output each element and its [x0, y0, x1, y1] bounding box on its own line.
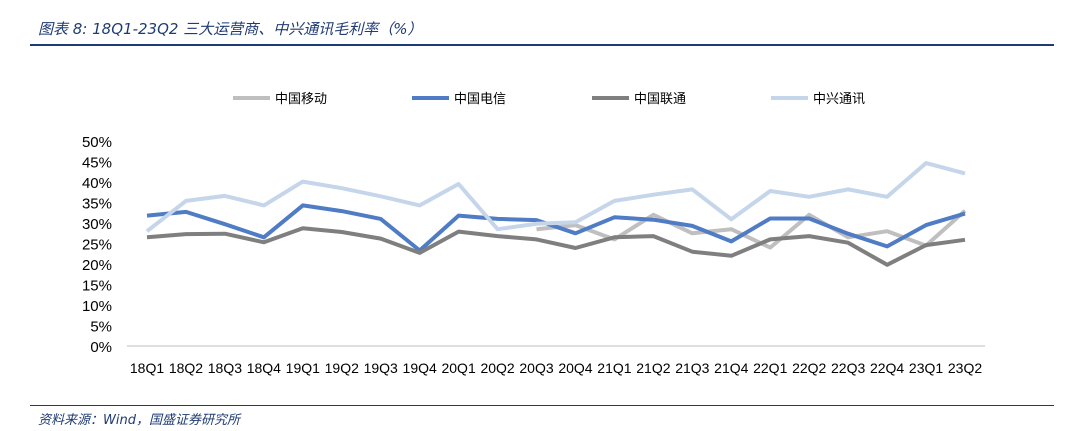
x-tick-label: 20Q1 — [441, 360, 475, 376]
x-tick-label: 21Q3 — [675, 360, 709, 376]
x-tick-label: 22Q1 — [753, 360, 787, 376]
y-tick-label: 50% — [82, 134, 112, 151]
y-tick-label: 45% — [82, 155, 112, 172]
x-tick-label: 19Q4 — [403, 360, 437, 376]
legend-label: 中国电信 — [454, 92, 506, 107]
x-tick-label: 18Q4 — [247, 360, 281, 376]
series-line-2 — [146, 226, 966, 267]
x-tick-label: 18Q1 — [130, 360, 164, 376]
x-tick-label: 19Q3 — [364, 360, 398, 376]
series-line-1 — [146, 203, 966, 253]
series-line-3 — [145, 161, 966, 233]
y-tick-label: 25% — [82, 237, 112, 254]
y-tick-label: 10% — [82, 298, 112, 315]
figure-title: 图表 8: 18Q1-23Q2 三大运营商、中兴通讯毛利率（%） — [38, 20, 423, 38]
x-tick-label: 23Q1 — [909, 360, 943, 376]
x-tick-label: 21Q4 — [714, 360, 748, 376]
bottom-rule — [30, 405, 1054, 406]
x-tick-label: 21Q2 — [636, 360, 670, 376]
x-tick-label: 22Q3 — [831, 360, 865, 376]
x-tick-label: 19Q2 — [325, 360, 359, 376]
y-tick-label: 20% — [82, 257, 112, 274]
legend-label: 中国联通 — [634, 92, 686, 107]
x-tick-label: 20Q2 — [480, 360, 514, 376]
y-tick-label: 35% — [82, 196, 112, 213]
y-tick-label: 30% — [82, 216, 112, 233]
x-tick-label: 19Q1 — [286, 360, 320, 376]
source-note: 资料来源：Wind，国盛证券研究所 — [38, 413, 240, 428]
legend-label: 中国移动 — [275, 92, 327, 107]
x-tick-label: 20Q4 — [558, 360, 592, 376]
x-tick-label: 18Q2 — [169, 360, 203, 376]
y-tick-label: 40% — [82, 175, 112, 192]
x-tick-label: 20Q3 — [519, 360, 553, 376]
y-tick-label: 5% — [90, 319, 112, 336]
y-tick-label: 0% — [90, 339, 112, 356]
x-tick-label: 18Q3 — [208, 360, 242, 376]
x-tick-label: 22Q4 — [870, 360, 904, 376]
y-tick-label: 15% — [82, 278, 112, 295]
x-tick-label: 22Q2 — [792, 360, 826, 376]
legend-label: 中兴通讯 — [813, 92, 865, 107]
top-rule — [30, 44, 1054, 46]
x-tick-label: 23Q2 — [948, 360, 982, 376]
x-tick-label: 21Q1 — [597, 360, 631, 376]
